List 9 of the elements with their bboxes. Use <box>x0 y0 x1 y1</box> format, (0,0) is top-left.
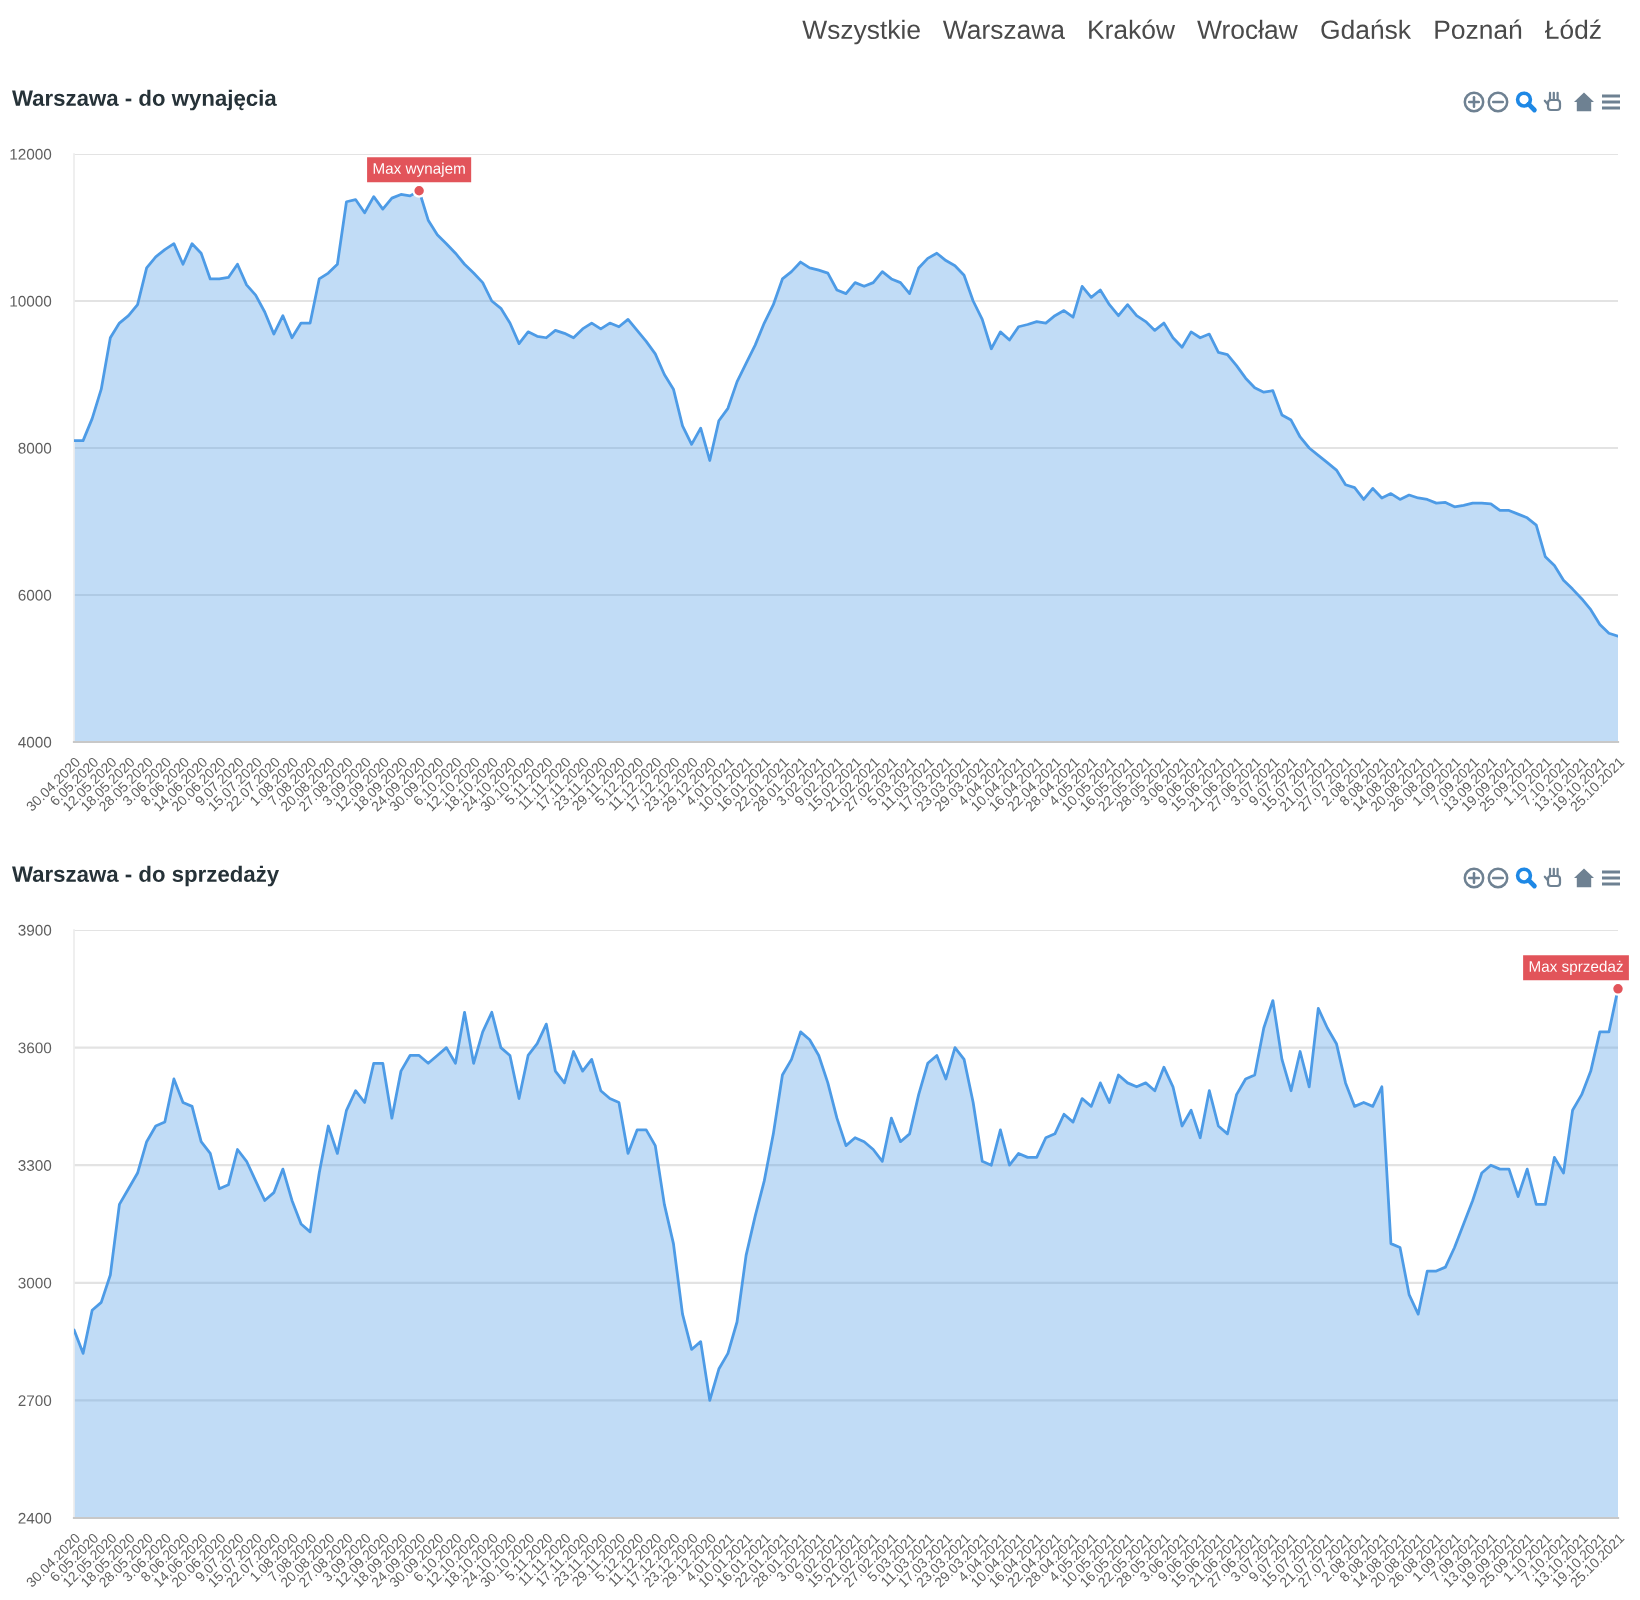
text: Poznań <box>1435 19 1522 40</box>
chart-title: Warszawa - do wynajęcia <box>12 89 277 111</box>
text: Warszawa <box>942 20 1065 40</box>
text: Kraków <box>1089 19 1176 40</box>
text: Wrocław <box>1197 19 1298 40</box>
text: Łódź <box>1545 19 1601 40</box>
chart-title: Warszawa - do sprzedaży <box>12 865 280 887</box>
text: Gdańsk <box>1321 19 1412 40</box>
text: Wszystkie <box>802 19 920 45</box>
